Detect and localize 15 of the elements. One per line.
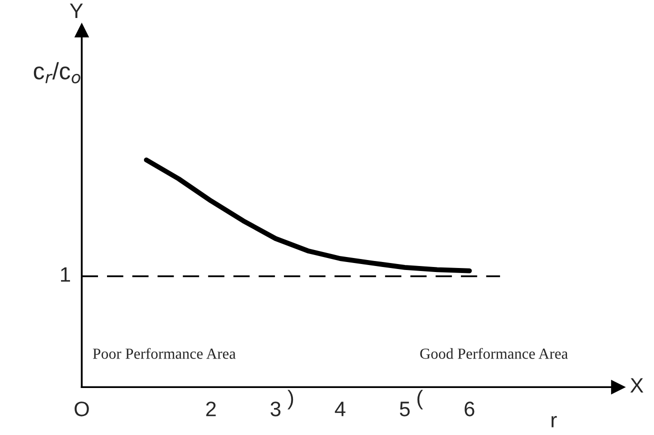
x-tick-label: 6	[464, 402, 474, 416]
x-tick-label: 3	[270, 402, 280, 416]
annotation: Poor Performance Area	[92, 348, 236, 359]
x-tick-label: O	[74, 402, 89, 416]
text: X	[630, 378, 644, 393]
text: 1	[61, 267, 70, 282]
x-tick-label: 5	[400, 402, 410, 416]
text: (	[417, 390, 423, 410]
y-axis-title: c$_{r}$/c$_{o}$	[34, 62, 80, 84]
text: Y	[70, 4, 83, 18]
text: )	[288, 390, 294, 410]
x-axis-title: r	[552, 416, 557, 428]
x-tick-label: 4	[334, 402, 346, 416]
annotation: Good Performance Area	[420, 348, 568, 359]
x-tick-label: 2	[206, 402, 216, 416]
